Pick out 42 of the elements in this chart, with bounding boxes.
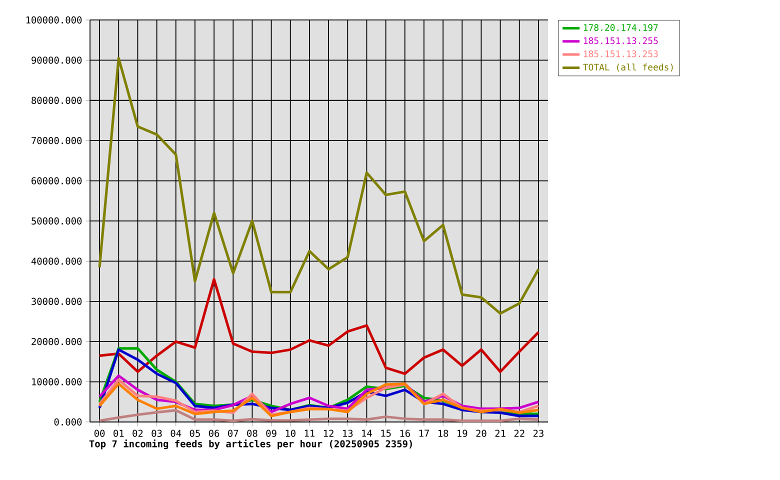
y-tick-label: 50000.000 xyxy=(32,217,82,225)
x-tick-label: 07 xyxy=(228,430,238,437)
y-tick-label: 20000.000 xyxy=(32,338,82,346)
x-tick-label: 16 xyxy=(400,430,410,437)
y-tick-label: 80000.000 xyxy=(32,96,82,104)
x-tick-label: 02 xyxy=(132,430,143,437)
legend-label: 185.151.13.255 xyxy=(584,37,658,44)
x-tick-label: 01 xyxy=(114,430,124,437)
y-tick-label: 90000.000 xyxy=(32,56,82,64)
x-tick-label: 03 xyxy=(152,430,162,437)
x-tick-label: 11 xyxy=(304,430,315,437)
x-tick-label: 10 xyxy=(286,430,296,437)
x-tick-label: 17 xyxy=(419,430,429,437)
x-tick-label: 08 xyxy=(247,430,258,437)
y-tick-label: 100000.000 xyxy=(26,16,82,24)
legend-label: 178.20.174.197 xyxy=(584,24,658,31)
x-tick-label: 06 xyxy=(208,430,220,437)
y-tick-label: 30000.000 xyxy=(32,298,82,305)
y-tick-label: 0.000 xyxy=(54,418,82,426)
x-tick-label: 18 xyxy=(438,430,448,437)
y-tick-label: 70000.000 xyxy=(32,137,82,144)
x-tick-label: 14 xyxy=(362,430,372,437)
y-tick-label: 10000.000 xyxy=(32,378,82,386)
x-tick-label: 05 xyxy=(190,430,200,437)
x-tick-label: 12 xyxy=(324,430,334,437)
x-tick-label: 20 xyxy=(476,430,486,437)
y-tick-label: 60000.000 xyxy=(32,177,82,184)
line-series xyxy=(98,278,540,376)
text: Top 7 incoming feeds by articles per hour (20250905 2359) xyxy=(89,440,412,450)
line-series xyxy=(98,56,540,315)
x-tick-label: 04 xyxy=(170,430,182,437)
legend-label: 185.151.13.253 xyxy=(584,50,658,58)
x-tick-label: 13 xyxy=(343,430,353,437)
x-tick-label: 21 xyxy=(495,430,506,437)
x-tick-label: 22 xyxy=(514,430,524,437)
x-tick-label: 09 xyxy=(266,430,276,437)
x-tick-label: 19 xyxy=(458,430,468,437)
x-tick-label: 15 xyxy=(381,430,391,437)
x-tick-label: 00 xyxy=(94,430,105,437)
x-tick-label: 23 xyxy=(533,430,544,437)
y-tick-label: 40000.000 xyxy=(31,258,82,265)
legend-label: TOTAL (all feeds) xyxy=(583,64,673,72)
